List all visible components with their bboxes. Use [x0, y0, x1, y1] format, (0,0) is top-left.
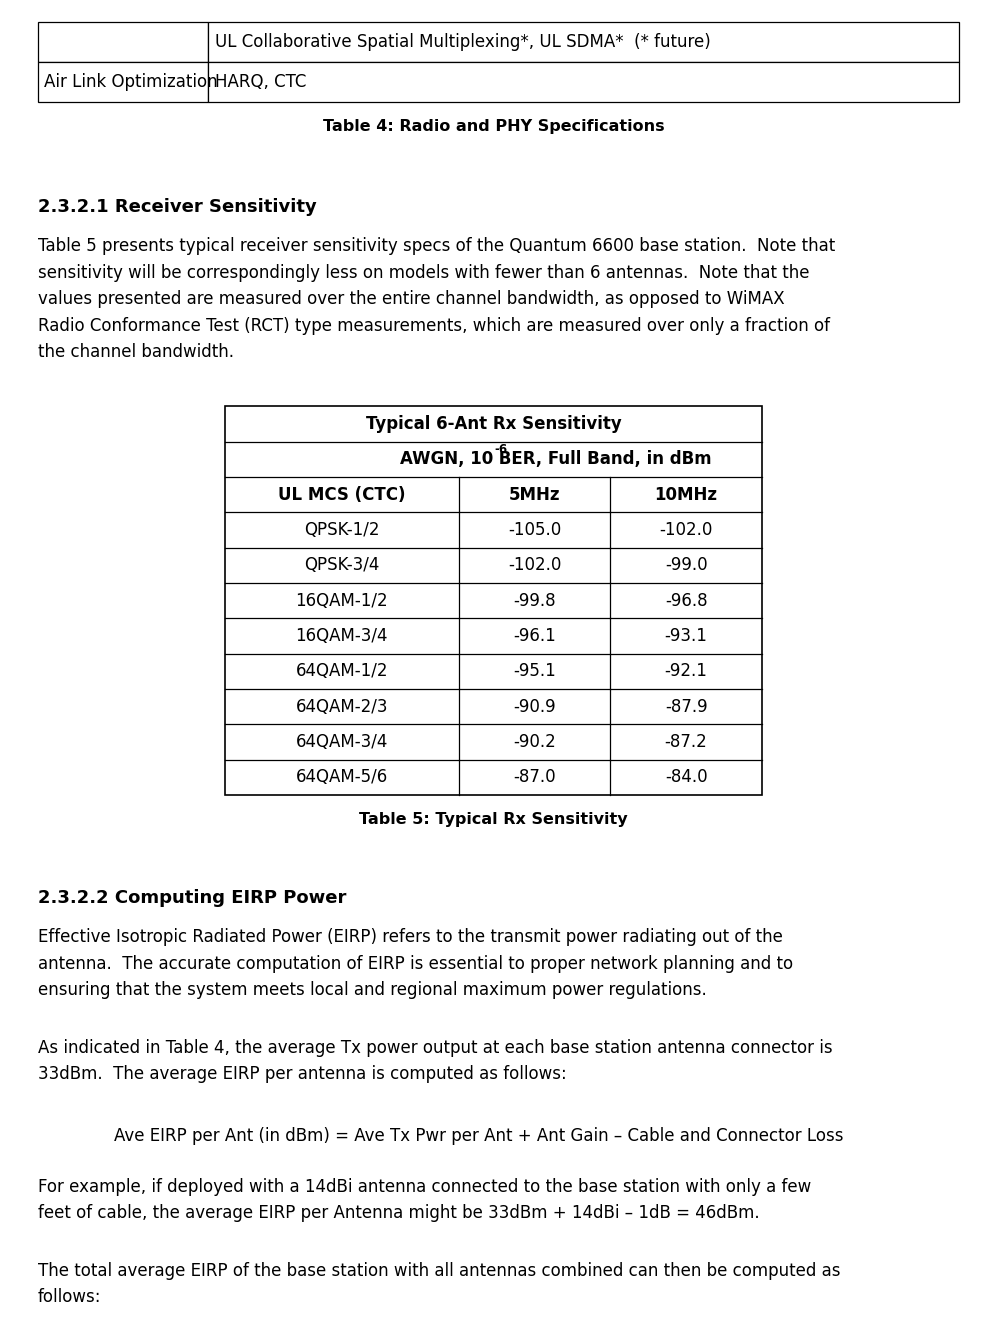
Text: the channel bandwidth.: the channel bandwidth.: [37, 343, 234, 361]
Text: -90.2: -90.2: [513, 733, 555, 751]
Text: Ave EIRP per Ant (in dBm) = Ave Tx Pwr per Ant + Ant Gain – Cable and Connector : Ave EIRP per Ant (in dBm) = Ave Tx Pwr p…: [113, 1128, 842, 1145]
Text: 64QAM-1/2: 64QAM-1/2: [295, 662, 387, 681]
Text: sensitivity will be correspondingly less on models with fewer than 6 antennas.  : sensitivity will be correspondingly less…: [37, 264, 809, 282]
Text: QPSK-3/4: QPSK-3/4: [304, 557, 380, 574]
Text: BER, Full Band, in dBm: BER, Full Band, in dBm: [493, 450, 712, 468]
Text: 64QAM-2/3: 64QAM-2/3: [295, 698, 387, 716]
Text: Air Link Optimization: Air Link Optimization: [44, 73, 218, 91]
Text: Table 5: Typical Rx Sensitivity: Table 5: Typical Rx Sensitivity: [359, 813, 627, 827]
Text: follows:: follows:: [37, 1289, 101, 1306]
Text: For example, if deployed with a 14dBi antenna connected to the base station with: For example, if deployed with a 14dBi an…: [37, 1178, 810, 1195]
Text: 2.3.2.2 Computing EIRP Power: 2.3.2.2 Computing EIRP Power: [37, 889, 345, 906]
Text: -87.0: -87.0: [513, 769, 555, 786]
Text: values presented are measured over the entire channel bandwidth, as opposed to W: values presented are measured over the e…: [37, 290, 783, 309]
Text: HARQ, CTC: HARQ, CTC: [215, 73, 306, 91]
Text: Table 5 presents typical receiver sensitivity specs of the Quantum 6600 base sta: Table 5 presents typical receiver sensit…: [37, 237, 834, 256]
Text: UL Collaborative Spatial Multiplexing*, UL SDMA*  (* future): UL Collaborative Spatial Multiplexing*, …: [215, 33, 710, 51]
Text: -6: -6: [494, 443, 507, 456]
Text: feet of cable, the average EIRP per Antenna might be 33dBm + 14dBi – 1dB = 46dBm: feet of cable, the average EIRP per Ante…: [37, 1204, 758, 1221]
Text: Table 4: Radio and PHY Specifications: Table 4: Radio and PHY Specifications: [322, 119, 664, 133]
Text: 16QAM-1/2: 16QAM-1/2: [295, 592, 387, 609]
Text: -84.0: -84.0: [665, 769, 707, 786]
Text: -99.0: -99.0: [665, 557, 707, 574]
Text: 10MHz: 10MHz: [654, 485, 717, 504]
Text: 5MHz: 5MHz: [508, 485, 560, 504]
Text: -92.1: -92.1: [664, 662, 707, 681]
Text: -102.0: -102.0: [659, 521, 712, 539]
Text: -93.1: -93.1: [664, 627, 707, 645]
Text: -90.9: -90.9: [513, 698, 555, 716]
Text: 2.3.2.1 Receiver Sensitivity: 2.3.2.1 Receiver Sensitivity: [37, 198, 316, 216]
Text: Typical 6-Ant Rx Sensitivity: Typical 6-Ant Rx Sensitivity: [365, 415, 621, 433]
Text: As indicated in Table 4, the average Tx power output at each base station antenn: As indicated in Table 4, the average Tx …: [37, 1039, 831, 1057]
Text: -87.2: -87.2: [665, 733, 707, 751]
Text: -95.1: -95.1: [513, 662, 555, 681]
Bar: [37, 22, 208, 62]
Bar: [225, 406, 761, 795]
Text: ensuring that the system meets local and regional maximum power regulations.: ensuring that the system meets local and…: [37, 981, 706, 998]
Text: 33dBm.  The average EIRP per antenna is computed as follows:: 33dBm. The average EIRP per antenna is c…: [37, 1066, 566, 1083]
Text: QPSK-1/2: QPSK-1/2: [304, 521, 380, 539]
Text: -105.0: -105.0: [508, 521, 560, 539]
Text: -87.9: -87.9: [665, 698, 707, 716]
Text: The total average EIRP of the base station with all antennas combined can then b: The total average EIRP of the base stati…: [37, 1262, 839, 1279]
Text: Effective Isotropic Radiated Power (EIRP) refers to the transmit power radiating: Effective Isotropic Radiated Power (EIRP…: [37, 929, 782, 946]
Bar: [208, 62, 958, 102]
Text: 16QAM-3/4: 16QAM-3/4: [295, 627, 387, 645]
Text: 64QAM-3/4: 64QAM-3/4: [296, 733, 387, 751]
Bar: [208, 22, 958, 62]
Text: Radio Conformance Test (RCT) type measurements, which are measured over only a f: Radio Conformance Test (RCT) type measur…: [37, 317, 828, 335]
Text: UL MCS (CTC): UL MCS (CTC): [278, 485, 405, 504]
Bar: [37, 62, 208, 102]
Text: 64QAM-5/6: 64QAM-5/6: [296, 769, 387, 786]
Text: -102.0: -102.0: [507, 557, 561, 574]
Text: antenna.  The accurate computation of EIRP is essential to proper network planni: antenna. The accurate computation of EIR…: [37, 955, 792, 972]
Text: -96.8: -96.8: [665, 592, 707, 609]
Text: AWGN, 10: AWGN, 10: [400, 450, 493, 468]
Text: -99.8: -99.8: [513, 592, 555, 609]
Text: -96.1: -96.1: [513, 627, 555, 645]
